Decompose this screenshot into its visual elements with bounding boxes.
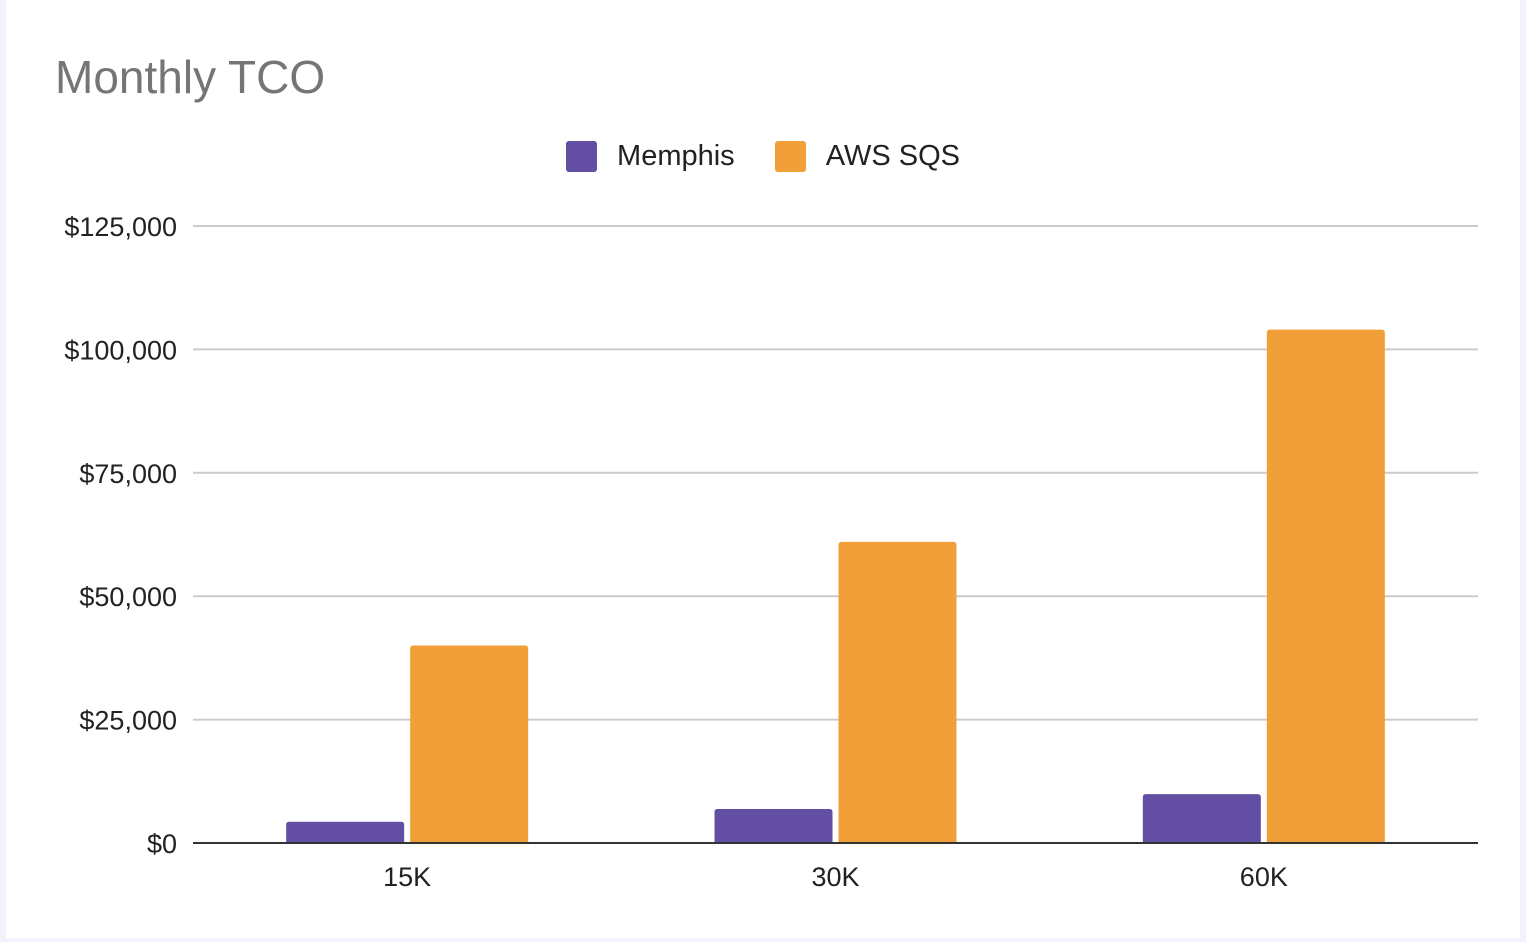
bar-memphis-30k[interactable] [714,808,833,843]
bars [286,329,1385,843]
bar-memphis-15k[interactable] [286,821,405,843]
y-tick-label: $125,000 [64,212,177,242]
y-axis-tick-labels: $0 $25,000 $50,000 $75,000 $100,000 $125,000 [64,212,177,859]
x-tick-label: 30K [811,862,859,892]
gridlines [193,225,1478,721]
y-tick-label: $100,000 [64,335,177,365]
legend-label-aws-sqs: AWS SQS [825,140,960,172]
legend-item-memphis[interactable]: Memphis [566,140,735,173]
x-tick-label: 15K [383,862,431,892]
legend: Memphis AWS SQS [0,140,1526,173]
x-tick-label: 60K [1240,862,1288,892]
x-axis-tick-labels: 15K 30K 60K [383,862,1288,892]
bar-aws-sqs-15k[interactable] [410,645,529,843]
bar-aws-sqs-60k[interactable] [1266,329,1385,843]
legend-label-memphis: Memphis [617,140,735,172]
legend-swatch-aws-sqs [774,141,806,172]
y-tick-label: $0 [147,829,177,859]
bar-memphis-60k[interactable] [1142,794,1261,843]
bar-aws-sqs-30k[interactable] [838,541,957,843]
legend-swatch-memphis [566,141,598,172]
legend-item-aws-sqs[interactable]: AWS SQS [774,140,960,173]
y-tick-label: $25,000 [79,706,177,736]
y-tick-label: $50,000 [79,582,177,612]
y-tick-label: $75,000 [79,459,177,489]
chart-title: Monthly TCO [55,51,326,103]
